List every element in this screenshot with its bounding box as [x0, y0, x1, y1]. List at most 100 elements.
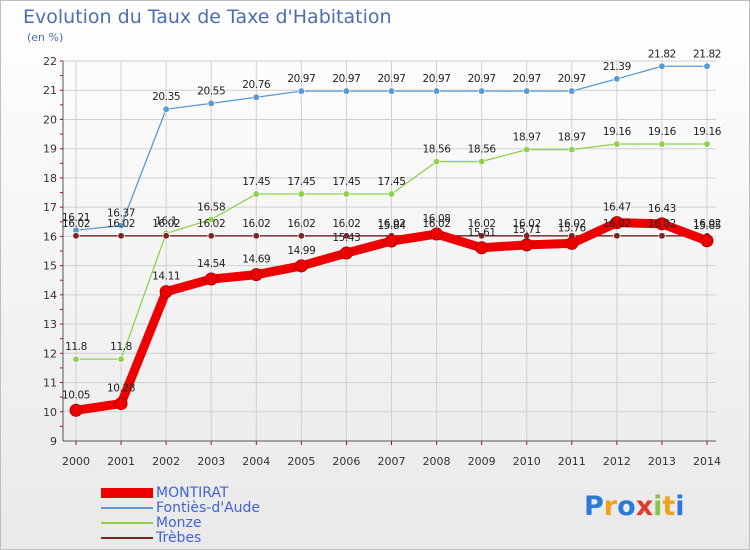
data-point	[207, 232, 215, 240]
x-tick-label: 2008	[423, 455, 451, 468]
data-point	[520, 238, 534, 252]
data-point	[613, 232, 621, 240]
data-point	[613, 140, 621, 148]
logo-letter: t	[662, 491, 676, 522]
data-label: 20.97	[558, 73, 586, 85]
legend-label: Fontiès-d'Aude	[156, 499, 261, 516]
data-label: 19.16	[603, 126, 632, 138]
data-label: 20.97	[423, 73, 451, 85]
x-tick-label: 2002	[152, 455, 180, 468]
legend-swatch	[101, 506, 153, 509]
y-tick-label: 16	[43, 230, 57, 243]
data-label: 15.43	[332, 232, 360, 244]
data-point	[387, 190, 396, 198]
legend-item-montirat: MONTIRAT	[101, 484, 260, 501]
data-label: 16.21	[62, 212, 90, 224]
data-point	[432, 87, 441, 95]
x-tick-label: 2011	[558, 455, 586, 468]
data-point	[204, 272, 218, 286]
data-point	[342, 190, 351, 198]
legend-item-monze: Monze	[101, 515, 260, 531]
data-point	[117, 232, 125, 240]
legend-swatch	[101, 536, 153, 539]
data-label: 14.69	[242, 254, 270, 266]
data-point	[703, 62, 711, 70]
plot-area	[63, 61, 716, 441]
data-label: 19.16	[693, 126, 722, 138]
data-point	[523, 145, 531, 154]
data-point	[297, 87, 306, 95]
data-point	[568, 145, 576, 154]
y-tick-label: 9	[50, 435, 57, 448]
data-point	[159, 285, 173, 299]
data-label: 16.58	[197, 201, 225, 213]
logo-letter: P	[584, 491, 604, 522]
data-point	[658, 232, 666, 240]
data-point	[117, 221, 125, 230]
data-point	[114, 397, 128, 411]
data-label: 16.02	[603, 218, 631, 230]
data-point	[252, 190, 260, 198]
data-point	[658, 140, 666, 148]
data-label: 16.02	[152, 218, 180, 230]
data-point	[477, 157, 486, 166]
data-label: 19.16	[648, 126, 677, 138]
data-point	[610, 216, 624, 230]
data-label: 15.85	[693, 220, 721, 232]
data-label: 16.02	[107, 218, 135, 230]
data-label: 10.28	[107, 383, 135, 395]
data-label: 18.56	[423, 144, 452, 156]
legend-label: Trèbes	[156, 529, 202, 546]
data-point	[387, 87, 396, 95]
x-tick-label: 2013	[648, 455, 676, 468]
data-label: 15.76	[558, 222, 587, 234]
proxiti-logo: Proxiti	[584, 491, 685, 522]
data-label: 16.02	[513, 218, 541, 230]
data-label: 16.02	[423, 218, 451, 230]
logo-letter: o	[617, 491, 636, 522]
data-label: 20.97	[468, 73, 496, 85]
data-point	[72, 232, 80, 240]
data-point	[69, 403, 83, 417]
y-tick-label: 20	[43, 113, 57, 126]
logo-letter: i	[675, 491, 685, 522]
data-label: 20.97	[287, 73, 315, 85]
y-tick-label: 22	[43, 55, 57, 68]
data-point	[523, 87, 531, 95]
data-point	[339, 246, 353, 260]
chart-title: Evolution du Taux de Taxe d'Habitation	[23, 6, 392, 28]
chart-subtitle: (en %)	[27, 31, 64, 44]
data-label: 16.02	[468, 218, 496, 230]
data-label: 16.08	[423, 213, 451, 225]
data-point	[700, 234, 714, 248]
logo-letter: i	[653, 491, 663, 522]
data-point	[72, 355, 80, 363]
x-tick-label: 2010	[513, 455, 541, 468]
data-label: 11.8	[65, 341, 87, 353]
legend-label: MONTIRAT	[156, 484, 229, 501]
y-tick-label: 12	[43, 347, 57, 360]
data-label: 16.02	[62, 218, 90, 230]
legend-item-trebes: Trèbes	[101, 529, 260, 546]
data-label: 16.02	[693, 218, 721, 230]
data-label: 15.84	[377, 220, 406, 232]
y-tick-label: 10	[43, 406, 57, 419]
y-tick-label: 11	[43, 377, 57, 390]
data-label: 20.76	[242, 79, 271, 91]
data-label: 20.97	[332, 73, 360, 85]
data-point	[477, 87, 486, 95]
data-point	[252, 232, 260, 240]
data-point	[703, 140, 711, 148]
legend: MONTIRAT Fontiès-d'Aude Monze Trèbes	[101, 484, 261, 546]
data-point	[342, 232, 351, 240]
data-label: 20.35	[152, 91, 180, 103]
data-label: 16.02	[332, 218, 360, 230]
data-label: 16.02	[558, 218, 586, 230]
data-label: 21.82	[648, 48, 676, 60]
x-tick-label: 2009	[468, 455, 496, 468]
data-label: 21.39	[603, 61, 631, 73]
data-label: 17.45	[287, 176, 315, 188]
data-label: 17.45	[242, 176, 270, 188]
logo-letter: r	[603, 491, 618, 522]
data-label: 18.56	[468, 144, 497, 156]
